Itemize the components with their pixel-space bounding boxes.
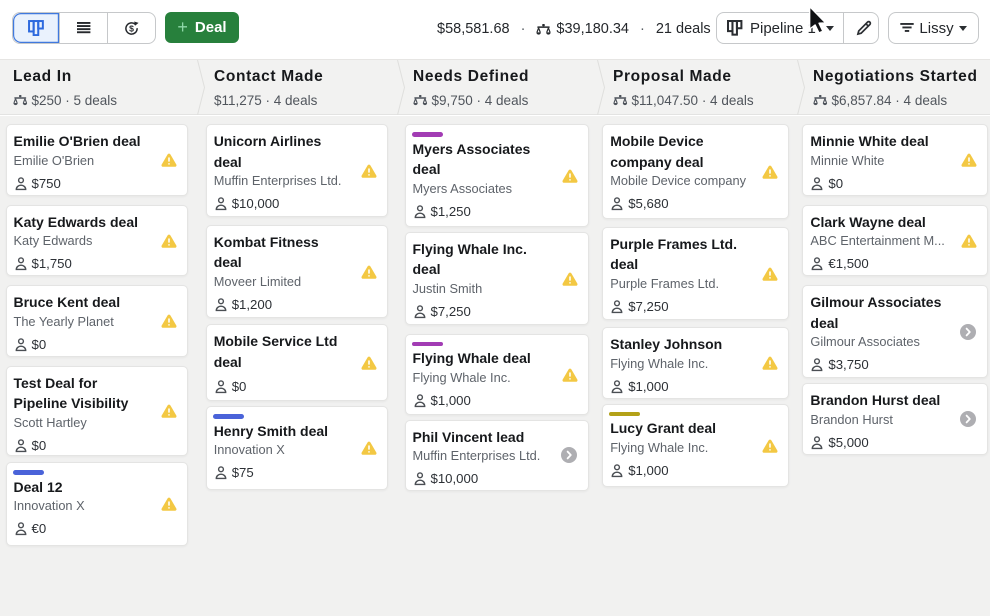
svg-text:$: $ (129, 23, 134, 33)
